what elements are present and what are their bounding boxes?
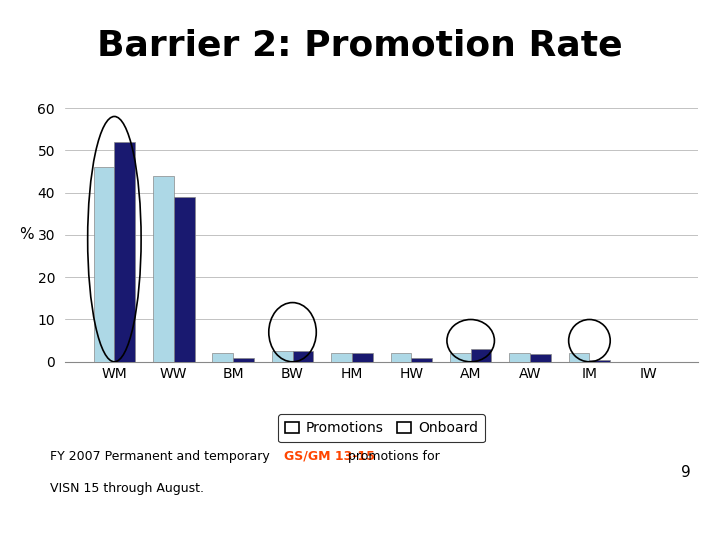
Bar [352, 353, 373, 362]
Bar [292, 351, 313, 362]
Legend: Promotions, Onboard: Promotions, Onboard [278, 414, 485, 442]
Text: 9: 9 [681, 465, 691, 480]
Bar [590, 360, 611, 362]
Bar [271, 351, 292, 362]
Bar [331, 353, 352, 362]
Text: VISN 15 through August.: VISN 15 through August. [50, 482, 204, 495]
Text: promotions for: promotions for [344, 450, 440, 463]
Bar [569, 353, 590, 362]
Text: FY 2007 Permanent and temporary: FY 2007 Permanent and temporary [50, 450, 274, 463]
Bar [212, 353, 233, 362]
Bar [114, 142, 135, 362]
Bar [530, 354, 551, 362]
Bar [411, 357, 432, 362]
Bar [450, 353, 471, 362]
Y-axis label: %: % [19, 227, 34, 242]
Bar [471, 349, 492, 362]
Bar [390, 353, 411, 362]
Bar [233, 357, 254, 362]
Text: Barrier 2: Promotion Rate: Barrier 2: Promotion Rate [97, 29, 623, 63]
Bar [509, 353, 530, 362]
Bar [174, 197, 194, 362]
Bar [153, 176, 174, 362]
Text: GS/GM 13-15: GS/GM 13-15 [284, 450, 375, 463]
Bar [94, 167, 114, 362]
